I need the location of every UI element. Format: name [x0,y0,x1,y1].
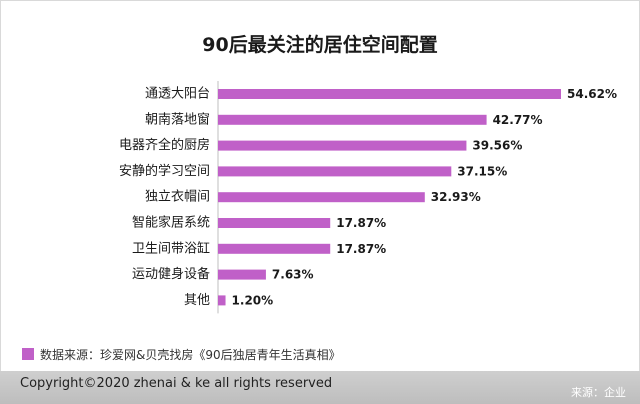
data-label: 37.15% [457,164,507,178]
legend-swatch [22,348,34,360]
source-text: 数据来源：珍爱网&贝壳找房《90后独居青年生活真相》 [40,347,341,362]
bar [218,140,467,151]
category-label: 安静的学习空间 [119,163,210,179]
data-label: 1.20% [232,293,274,307]
chart-title: 90后最关注的居住空间配置 [202,34,438,56]
bar-chart: 通透大阳台 54.62% 朝南落地窗 42.77% 电器齐全的厨房 39.56% 安静的学习… [119,81,617,314]
footer-bar: Copyright©2020 zhenai & ke all rights re… [0,371,640,404]
category-label: 通透大阳台 [145,87,210,102]
data-label: 42.77% [493,113,543,127]
data-label: 32.93% [431,190,481,204]
category-label: 卫生间带浴缸 [132,240,210,256]
bar [218,295,226,306]
bar [218,89,561,99]
data-label: 7.63% [272,268,314,282]
source-note: 数据来源：珍爱网&贝壳找房《90后独居青年生活真相》 [22,346,341,362]
data-label: 39.56% [472,139,522,153]
bar [218,114,487,125]
data-label: 54.62% [567,87,617,101]
category-label: 朝南落地窗 [145,111,210,127]
data-label: 17.87% [336,242,386,256]
bar [218,269,266,280]
category-label: 其他 [184,293,210,308]
data-label: 17.87% [336,216,386,230]
category-label: 电器齐全的厨房 [119,137,210,153]
category-label: 运动健身设备 [132,266,210,282]
bar [218,218,331,228]
category-label: 智能家居系统 [132,215,210,231]
copyright-text: Copyright©2020 zhenai & ke all rights re… [20,376,333,391]
bar [218,243,331,254]
category-label: 独立衣帽间 [145,189,210,205]
bar [218,192,425,203]
bars-group: 通透大阳台 54.62% 朝南落地窗 42.77% 电器齐全的厨房 39.56% 安静的学习… [119,81,617,314]
bar [218,166,452,177]
credit-text: 来源：企业 [571,386,626,399]
